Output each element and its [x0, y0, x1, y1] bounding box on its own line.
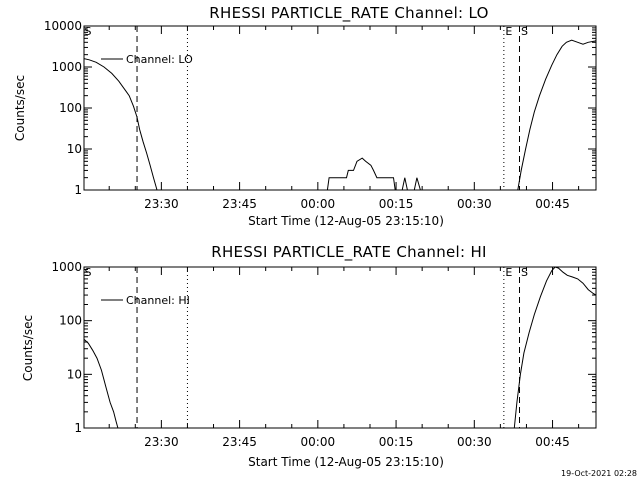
x-tick-label-hi: 23:30	[144, 435, 179, 449]
legend-label-lo: Channel: LO	[126, 53, 193, 66]
y-tick-label-hi: 1	[74, 421, 82, 435]
x-tick-label-hi: 00:15	[379, 435, 414, 449]
marker-label-lo: E	[505, 25, 512, 38]
y-tick-label-hi: 1000	[51, 260, 82, 274]
panel-hi: 1 10 100 1000 23:30 23:45 00:00 00:15 00:30 00:45…	[51, 260, 597, 449]
series-line-hi	[513, 266, 597, 429]
x-tick-label-lo: 00:45	[535, 197, 570, 211]
panel-lo: 1 10 100 1000 10000 23:30 23:45 00:00 00:15 00:30…	[44, 19, 597, 211]
generation-timestamp: 19-Oct-2021 02:28	[561, 469, 637, 478]
marker-label-hi: S	[85, 266, 92, 279]
x-axis-label-lo: Start Time (12-Aug-05 23:15:10)	[248, 214, 444, 228]
marker-label-lo: S	[521, 25, 528, 38]
y-tick-label-lo: 10	[67, 142, 82, 156]
series-line-lo	[83, 58, 158, 191]
x-tick-label-lo: 00:15	[379, 197, 414, 211]
x-tick-label-hi: 00:45	[535, 435, 570, 449]
x-tick-label-hi: 00:30	[457, 435, 492, 449]
x-tick-label-lo: 23:30	[144, 197, 179, 211]
x-tick-label-lo: 23:45	[222, 197, 257, 211]
legend-label-hi: Channel: HI	[126, 294, 190, 307]
y-tick-label-lo: 1000	[51, 60, 82, 74]
y-tick-label-lo: 100	[59, 101, 82, 115]
x-tick-label-lo: 00:30	[457, 197, 492, 211]
chart-title-lo: RHESSI PARTICLE_RATE Channel: LO	[209, 4, 488, 23]
y-tick-label-lo: 1	[74, 183, 82, 197]
x-tick-label-lo: 00:00	[301, 197, 336, 211]
series-line-lo	[326, 157, 396, 191]
series-line-lo	[517, 39, 597, 191]
series-line-hi	[83, 338, 119, 429]
y-axis-label-lo: Counts/sec	[13, 75, 27, 141]
x-axis-label-hi: Start Time (12-Aug-05 23:15:10)	[248, 455, 444, 469]
y-tick-label-hi: 100	[59, 314, 82, 328]
y-axis-label-hi: Counts/sec	[21, 315, 35, 381]
series-line-lo	[401, 177, 421, 191]
y-tick-label-hi: 10	[67, 367, 82, 381]
y-tick-label-lo: 10000	[44, 19, 82, 33]
marker-label-hi: E	[505, 266, 512, 279]
marker-label-lo: S	[85, 25, 92, 38]
chart-title-hi: RHESSI PARTICLE_RATE Channel: HI	[211, 243, 487, 262]
x-tick-label-hi: 23:45	[222, 435, 257, 449]
x-tick-label-hi: 00:00	[301, 435, 336, 449]
marker-label-hi: S	[521, 266, 528, 279]
